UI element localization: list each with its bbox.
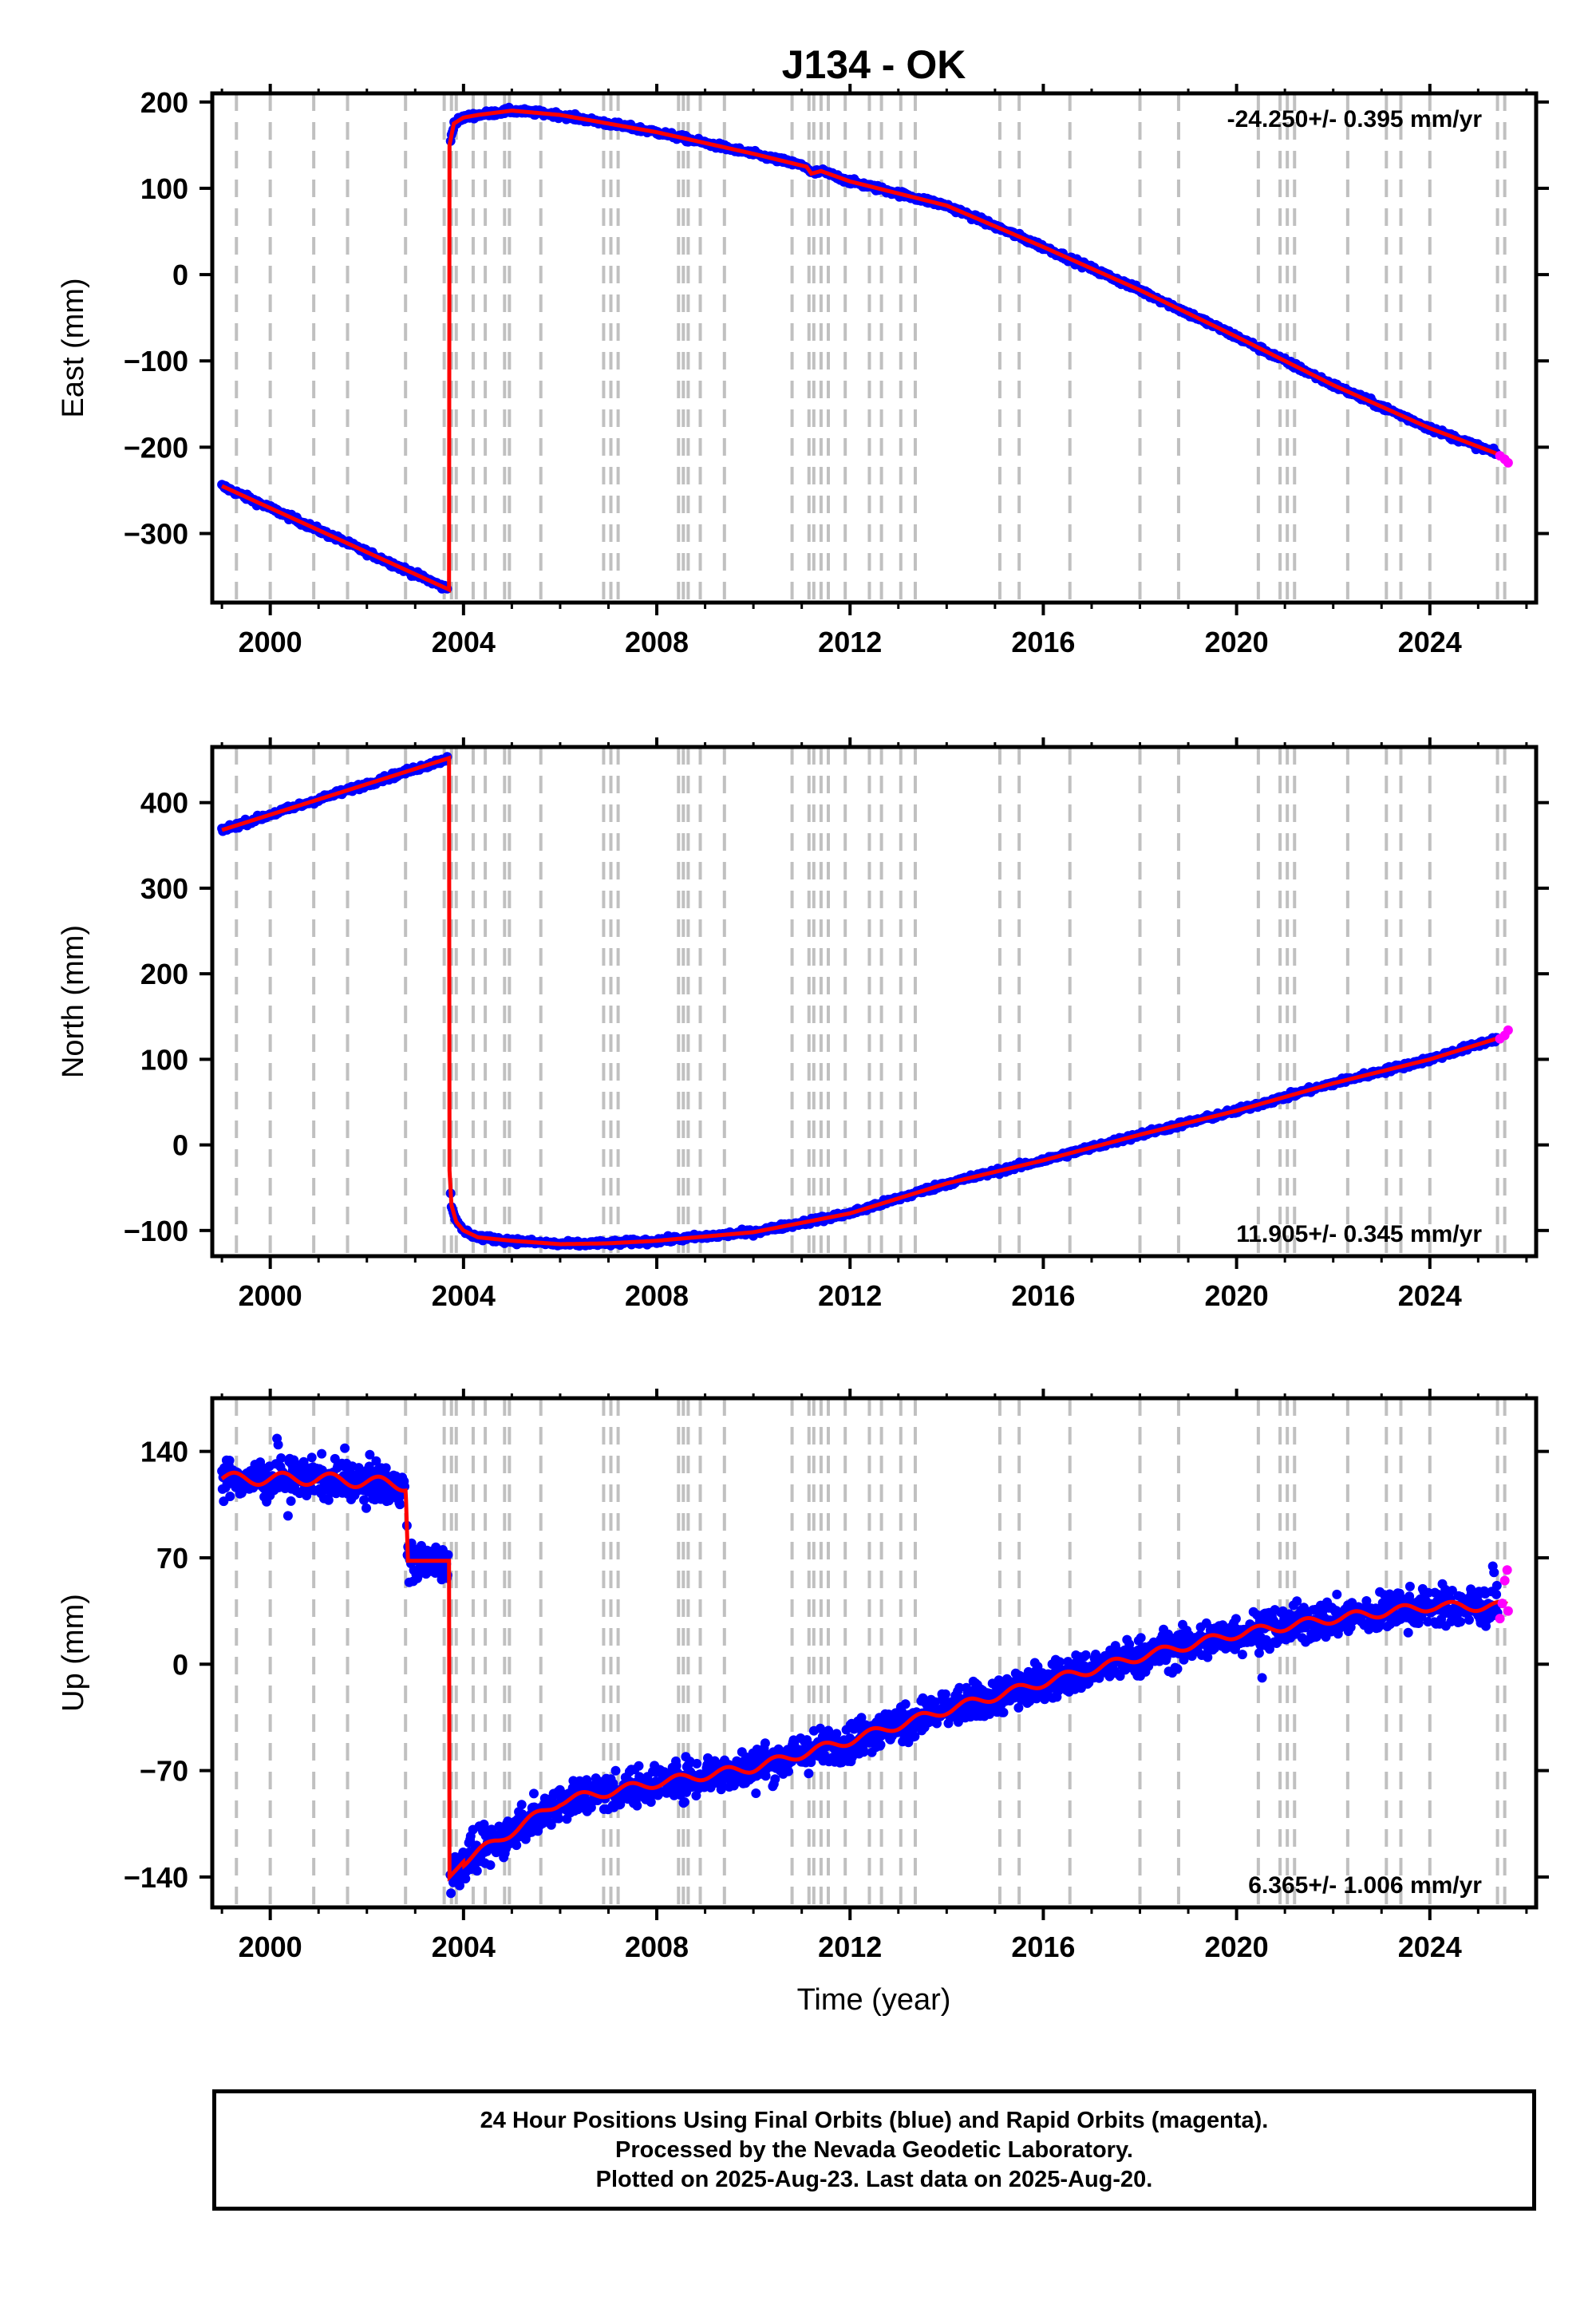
y-tick-label: −100 — [124, 1215, 188, 1247]
rapid-orbit-point — [1497, 1599, 1507, 1609]
x-tick-label: 2016 — [1011, 626, 1075, 658]
y-tick-label: 300 — [140, 872, 188, 905]
y-tick-label: 100 — [140, 1043, 188, 1076]
velocity-annotation: 6.365+/- 1.006 mm/yr — [1248, 1872, 1482, 1899]
x-tick-label: 2020 — [1205, 1931, 1269, 1963]
x-tick-label: 2012 — [818, 626, 882, 658]
x-tick-label: 2024 — [1398, 1931, 1462, 1963]
y-tick-label: 0 — [172, 259, 188, 291]
rapid-orbit-point — [1495, 1614, 1505, 1624]
y-tick-label: 70 — [156, 1542, 188, 1575]
x-tick-label: 2000 — [239, 626, 302, 658]
x-tick-label: 2008 — [625, 1931, 689, 1963]
y-tick-label: 400 — [140, 787, 188, 820]
chart-title: J134 - OK — [782, 42, 966, 87]
x-tick-label: 2024 — [1398, 1279, 1462, 1312]
x-tick-label: 2020 — [1205, 626, 1269, 658]
rapid-orbit-point — [1502, 1565, 1512, 1575]
plot-frame — [210, 745, 1539, 1259]
x-tick-label: 2020 — [1205, 1279, 1269, 1312]
panel-north: 2000 2004 2008 2012 2016 2020 2024 −100 0 100 200 3… — [57, 737, 1549, 1312]
model-fit-line — [220, 109, 1508, 593]
panel-up: 2000 2004 2008 2012 2016 2020 2024 −140 −70 0 70 14… — [57, 1389, 1549, 1963]
final-orbit-points — [217, 1433, 1503, 1899]
plot-frame — [210, 91, 1539, 605]
y-tick-label: −140 — [124, 1861, 188, 1894]
y-axis-label: Up (mm) — [57, 1594, 90, 1712]
x-tick-label: 2004 — [432, 1931, 496, 1963]
x-tick-label: 2008 — [625, 1279, 689, 1312]
plot-area — [217, 93, 1513, 603]
caption-line-2: Processed by the Nevada Geodetic Laborat… — [615, 2136, 1133, 2163]
rapid-orbit-point — [1503, 457, 1513, 468]
y-tick-label: 200 — [140, 958, 188, 990]
x-tick-label: 2012 — [818, 1279, 882, 1312]
velocity-annotation: 11.905+/- 0.345 mm/yr — [1236, 1221, 1482, 1247]
caption-line-1: 24 Hour Positions Using Final Orbits (bl… — [480, 2107, 1269, 2133]
y-tick-label: −70 — [140, 1755, 188, 1788]
model-fit-line — [221, 755, 1508, 1247]
y-tick-label: 100 — [140, 172, 188, 205]
y-tick-label: 200 — [140, 86, 188, 119]
model-fit-line — [220, 1470, 1508, 1882]
x-tick-label: 2000 — [239, 1279, 302, 1312]
y-tick-label: −200 — [124, 431, 188, 464]
plot-frame — [210, 1396, 1539, 1910]
y-axis-label: East (mm) — [57, 278, 90, 417]
y-tick-label: −100 — [124, 345, 188, 377]
plot-area — [217, 1398, 1513, 1907]
plot-area — [217, 747, 1513, 1256]
caption-line-3: Plotted on 2025-Aug-23. Last data on 202… — [595, 2166, 1153, 2192]
panel-east: 2000 2004 2008 2012 2016 2020 2024−300−200−100… — [57, 84, 1549, 658]
panels: 2000 2004 2008 2012 2016 2020 2024−300−200−100… — [57, 84, 1549, 1963]
x-tick-label: 2024 — [1398, 626, 1462, 658]
y-axis-label: North (mm) — [57, 925, 90, 1078]
x-tick-label: 2012 — [818, 1931, 882, 1963]
x-tick-label: 2016 — [1011, 1931, 1075, 1963]
y-tick-label: 0 — [172, 1648, 188, 1681]
x-tick-label: 2004 — [432, 1279, 496, 1312]
final-orbit-points — [217, 102, 1502, 594]
x-tick-label: 2008 — [625, 626, 689, 658]
x-axis-label: Time (year) — [797, 1983, 951, 2017]
caption-box: 24 Hour Positions Using Final Orbits (bl… — [212, 2089, 1536, 2211]
y-tick-label: 140 — [140, 1436, 188, 1468]
y-tick-label: 0 — [172, 1129, 188, 1162]
y-tick-label: −300 — [124, 517, 188, 550]
rapid-orbit-point — [1503, 1606, 1513, 1616]
velocity-annotation: -24.250+/- 0.395 mm/yr — [1227, 106, 1483, 132]
x-tick-label: 2000 — [239, 1931, 302, 1963]
rapid-orbit-point — [1503, 1025, 1513, 1035]
final-orbit-points — [217, 752, 1502, 1251]
x-tick-label: 2004 — [432, 626, 496, 658]
x-tick-label: 2016 — [1011, 1279, 1075, 1312]
rapid-orbit-point — [1499, 1575, 1510, 1586]
